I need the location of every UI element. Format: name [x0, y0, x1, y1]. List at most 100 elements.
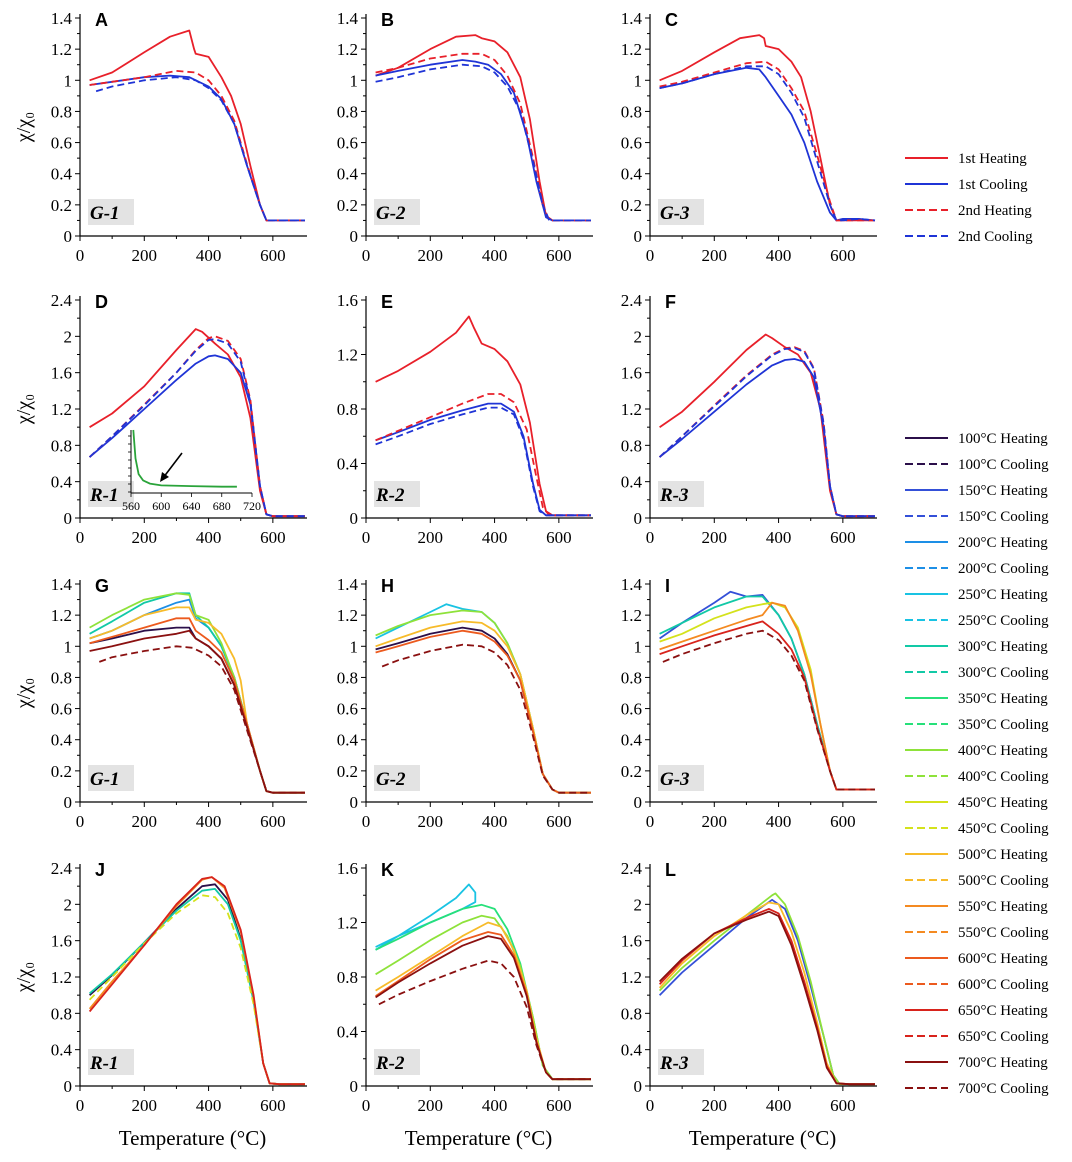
sample-label-bg — [374, 481, 420, 507]
x-tick-label: 0 — [362, 528, 371, 547]
y-tick-label: 1.6 — [621, 932, 642, 951]
panel-I: 0 0.2 0.4 0.6 0.8 1 1.2 1.4 0 200 400 600 I G-3 — [621, 575, 877, 831]
sample-label-bg — [374, 1049, 420, 1075]
sample-label-bg — [88, 765, 134, 791]
y-tick-label: 1.6 — [51, 364, 72, 383]
y-tick-label: 0.4 — [337, 165, 359, 184]
x-tick-label: 400 — [482, 528, 508, 547]
panel-J: 0 0.4 0.8 1.2 1.6 2 2.4 0 200 400 600 J R-1 χ/χ₀ Tempe… — [13, 859, 307, 1150]
panel-E: 0 0.4 0.8 1.2 1.6 0 200 400 600 E R-2 — [337, 291, 593, 547]
y-tick-label: 1.4 — [51, 9, 73, 28]
panel-letter: H — [381, 576, 394, 596]
sample-label-bg — [658, 481, 704, 507]
y-tick-label: 0 — [634, 1077, 643, 1096]
sample-label: R-2 — [375, 485, 405, 506]
series-200-c-heating — [89, 598, 305, 794]
series-600-c-heating — [375, 629, 591, 794]
sample-label-bg — [88, 481, 134, 507]
series-150-c-heating — [659, 590, 875, 791]
inset-arrow — [162, 452, 183, 479]
x-tick-label: 200 — [132, 812, 158, 831]
series-2nd-heating — [375, 52, 591, 222]
y-tick-label: 0.4 — [337, 455, 359, 474]
x-axis-label: Temperature (°C) — [405, 1126, 552, 1150]
panel-letter: C — [665, 10, 678, 30]
y-tick-label: 0.2 — [337, 196, 358, 215]
y-tick-label: 0.8 — [621, 1004, 642, 1023]
panel-letter: F — [665, 292, 676, 312]
y-tick-label: 0.2 — [621, 762, 642, 781]
panel-letter: E — [381, 292, 393, 312]
x-tick-label: 200 — [132, 246, 158, 265]
panel-F: 0 0.4 0.8 1.2 1.6 2 2.4 0 200 400 600 F R-3 — [621, 291, 877, 547]
y-tick-label: 0 — [350, 509, 359, 528]
y-tick-label: 0.6 — [337, 134, 358, 153]
y-tick-label: 0 — [64, 227, 73, 246]
series-2nd-cooling — [659, 65, 876, 222]
y-tick-label: 0.8 — [337, 668, 358, 687]
inset-x-tick-label: 560 — [122, 499, 140, 513]
legend-label: 1st Cooling — [958, 177, 1028, 193]
series-1st-cooling — [375, 59, 591, 222]
panel-H: 0 0.2 0.4 0.6 0.8 1 1.2 1.4 0 200 400 600 H G-2 — [337, 575, 593, 831]
y-tick-label: 2.4 — [51, 859, 73, 878]
legend-bottom: 100°C Heating 100°C Cooling 150°C Heating 1… — [905, 431, 1049, 1097]
sample-label-bg — [88, 1049, 134, 1075]
inset-arrow-head — [160, 472, 169, 482]
y-axis-label: χ/χ₀ — [13, 112, 35, 143]
y-tick-label: 1.2 — [337, 914, 358, 933]
y-axis-label: χ/χ₀ — [13, 678, 35, 709]
y-tick-label: 0 — [350, 793, 359, 812]
y-axis-label: χ/χ₀ — [13, 962, 35, 993]
x-tick-label: 400 — [196, 246, 222, 265]
y-tick-label: 0.8 — [621, 102, 642, 121]
x-tick-label: 0 — [646, 246, 655, 265]
x-tick-label: 0 — [362, 246, 371, 265]
y-tick-label: 1.2 — [51, 400, 72, 419]
x-tick-label: 600 — [546, 812, 572, 831]
sample-label: G-1 — [90, 769, 120, 790]
legend-label: 250°C Cooling — [958, 613, 1049, 629]
x-tick-label: 600 — [260, 1096, 286, 1115]
x-tick-label: 200 — [132, 528, 158, 547]
series-1st-cooling — [659, 66, 876, 222]
y-tick-label: 1.2 — [621, 606, 642, 625]
series-700-c-cooling — [662, 629, 875, 791]
legend-label: 500°C Cooling — [958, 873, 1049, 889]
y-tick-label: 1 — [350, 71, 359, 90]
y-tick-label: 0.8 — [51, 1004, 72, 1023]
legend-label: 250°C Heating — [958, 587, 1048, 603]
y-tick-label: 0 — [350, 1077, 359, 1096]
sample-label: G-2 — [376, 769, 406, 790]
x-tick-label: 600 — [260, 246, 286, 265]
x-tick-label: 0 — [76, 812, 85, 831]
legend-label: 400°C Heating — [958, 743, 1048, 759]
legend-label: 1st Heating — [958, 151, 1027, 167]
legend-label: 350°C Cooling — [958, 717, 1049, 733]
panel-letter: G — [95, 576, 109, 596]
legend-label: 100°C Cooling — [958, 457, 1049, 473]
legend-label: 450°C Heating — [958, 795, 1048, 811]
y-tick-label: 1 — [634, 637, 643, 656]
series-250-c-heating — [375, 883, 477, 951]
legend-label: 150°C Heating — [958, 483, 1048, 499]
y-tick-label: 2.4 — [621, 859, 643, 878]
series-700-c-cooling — [381, 643, 591, 794]
x-tick-label: 600 — [260, 528, 286, 547]
y-tick-label: 0.4 — [51, 165, 73, 184]
y-tick-label: 1.6 — [51, 932, 72, 951]
panel-letter: L — [665, 860, 676, 880]
legend-label: 550°C Heating — [958, 899, 1048, 915]
x-tick-label: 400 — [766, 246, 792, 265]
series-650-c-heating — [88, 876, 305, 1086]
legend-label: 350°C Heating — [958, 691, 1048, 707]
series-700-c-heating — [658, 910, 875, 1086]
panel-C: 0 0.2 0.4 0.6 0.8 1 1.2 1.4 0 200 400 600 C G-3 — [621, 9, 877, 265]
legend-label: 600°C Cooling — [958, 977, 1049, 993]
legend-label: 650°C Cooling — [958, 1029, 1049, 1045]
legend-top: 1st Heating 1st Cooling 2nd Heating 2nd Coo… — [905, 151, 1033, 245]
y-tick-label: 0.4 — [51, 1041, 73, 1060]
x-tick-label: 400 — [766, 528, 792, 547]
y-tick-label: 0.4 — [621, 731, 643, 750]
legend-label: 700°C Cooling — [958, 1081, 1049, 1097]
